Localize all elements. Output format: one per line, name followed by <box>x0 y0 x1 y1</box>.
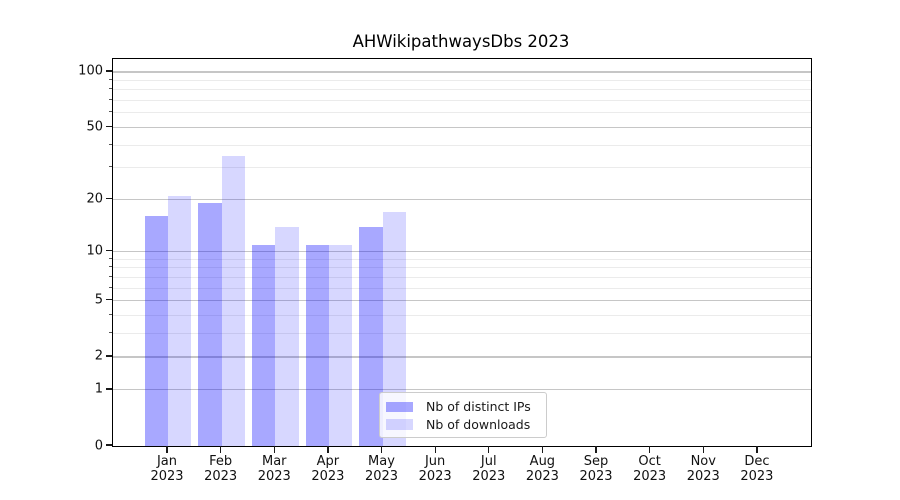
legend-item-downloads: Nb of downloads <box>386 418 538 432</box>
x-axis-tick <box>488 446 490 453</box>
plot-area: Nb of distinct IPs Nb of downloads <box>112 58 812 447</box>
x-axis-tick-label: Nov 2023 <box>686 454 720 484</box>
minor-gridline <box>113 333 811 335</box>
x-axis-tick <box>595 446 597 453</box>
bar-ips-mar <box>251 244 276 446</box>
minor-gridline <box>113 89 811 91</box>
y-axis-tick <box>105 388 112 390</box>
y-axis-minor-tick <box>108 266 112 268</box>
x-axis-tick-label: Jan 2023 <box>150 454 184 484</box>
x-axis-tick <box>434 446 436 453</box>
legend-label-downloads: Nb of downloads <box>426 416 531 432</box>
bar-ips-feb <box>198 203 222 446</box>
legend-swatch-downloads <box>386 419 413 430</box>
y-axis-tick-label: 20 <box>86 191 103 207</box>
bar-downloads-feb <box>221 155 245 446</box>
bar-ips-apr <box>305 244 329 446</box>
major-gridline <box>113 300 811 302</box>
y-axis-minor-tick <box>108 332 112 334</box>
x-axis-tick-label: Apr 2023 <box>311 454 345 484</box>
x-axis-tick-label: May 2023 <box>364 454 399 484</box>
y-axis-tick <box>105 70 112 72</box>
major-gridline <box>113 198 811 200</box>
x-axis-tick <box>649 446 651 453</box>
y-axis-tick <box>105 299 112 301</box>
x-axis-tick <box>220 446 222 453</box>
minor-gridline <box>113 100 811 102</box>
x-axis-tick <box>166 446 168 453</box>
y-axis-tick-label: 1 <box>94 381 103 397</box>
x-axis-tick-label: Dec 2023 <box>740 454 774 484</box>
x-axis-tick-label: Oct 2023 <box>633 454 667 484</box>
minor-gridline <box>113 112 811 114</box>
y-axis-minor-tick <box>108 257 112 259</box>
x-axis-tick-label: Jul 2023 <box>472 454 506 484</box>
minor-gridline <box>113 267 811 269</box>
bar-downloads-apr <box>328 244 353 446</box>
y-axis-tick <box>105 197 112 199</box>
major-gridline <box>113 71 811 73</box>
y-axis-tick-label: 2 <box>94 348 103 364</box>
y-axis-tick <box>105 125 112 128</box>
x-axis-tick-label: Jun 2023 <box>418 454 452 484</box>
minor-gridline <box>113 144 811 146</box>
x-axis-tick-label: Sep 2023 <box>579 454 613 484</box>
minor-gridline <box>113 287 811 289</box>
minor-gridline <box>113 315 811 317</box>
y-axis-tick-label: 5 <box>94 292 103 308</box>
y-axis-tick <box>105 250 112 252</box>
legend-swatch-distinct-ips <box>386 401 413 412</box>
y-axis-minor-tick <box>108 143 112 145</box>
x-axis-tick <box>541 446 544 453</box>
y-axis-minor-tick <box>108 78 112 80</box>
bar-ips-may <box>359 226 383 446</box>
y-axis-minor-tick <box>108 166 112 168</box>
x-axis-tick-label: Mar 2023 <box>257 454 291 484</box>
bar-ips-jan <box>144 216 168 446</box>
y-axis-minor-tick <box>108 275 112 277</box>
y-axis-tick-label: 0 <box>94 438 103 453</box>
minor-gridline <box>113 167 811 169</box>
bar-downloads-mar <box>275 226 299 446</box>
y-axis-tick-label: 50 <box>86 119 103 135</box>
legend-label-distinct-ips: Nb of distinct IPs <box>426 399 531 415</box>
y-axis-minor-tick <box>108 111 112 113</box>
legend-item-distinct-ips: Nb of distinct IPs <box>386 400 538 414</box>
y-axis-minor-tick <box>108 88 112 90</box>
major-gridline <box>113 251 811 253</box>
bar-downloads-jan <box>168 195 192 446</box>
y-axis-tick <box>105 444 112 446</box>
x-axis-tick <box>702 446 704 453</box>
x-axis-tick <box>327 446 329 453</box>
x-axis-tick <box>273 446 275 453</box>
major-gridline <box>113 356 811 358</box>
legend: Nb of distinct IPs Nb of downloads <box>379 392 547 438</box>
x-axis-tick <box>756 446 758 453</box>
y-axis-minor-tick <box>108 314 112 316</box>
y-axis-tick-label: 100 <box>78 63 103 79</box>
chart-title: AHWikipathwaysDbs 2023 <box>352 32 570 51</box>
major-gridline <box>113 389 811 391</box>
minor-gridline <box>113 79 811 81</box>
x-axis-tick <box>380 446 383 453</box>
bar-downloads-may <box>382 211 406 446</box>
y-axis-tick <box>105 355 112 357</box>
x-axis-tick-label: Feb 2023 <box>204 454 238 484</box>
major-gridline <box>113 126 811 128</box>
y-axis-minor-tick <box>108 286 112 288</box>
y-axis-tick-label: 10 <box>86 243 103 259</box>
x-axis-tick-label: Aug 2023 <box>525 454 559 484</box>
y-axis-minor-tick <box>108 99 112 101</box>
minor-gridline <box>113 276 811 278</box>
minor-gridline <box>113 258 811 260</box>
